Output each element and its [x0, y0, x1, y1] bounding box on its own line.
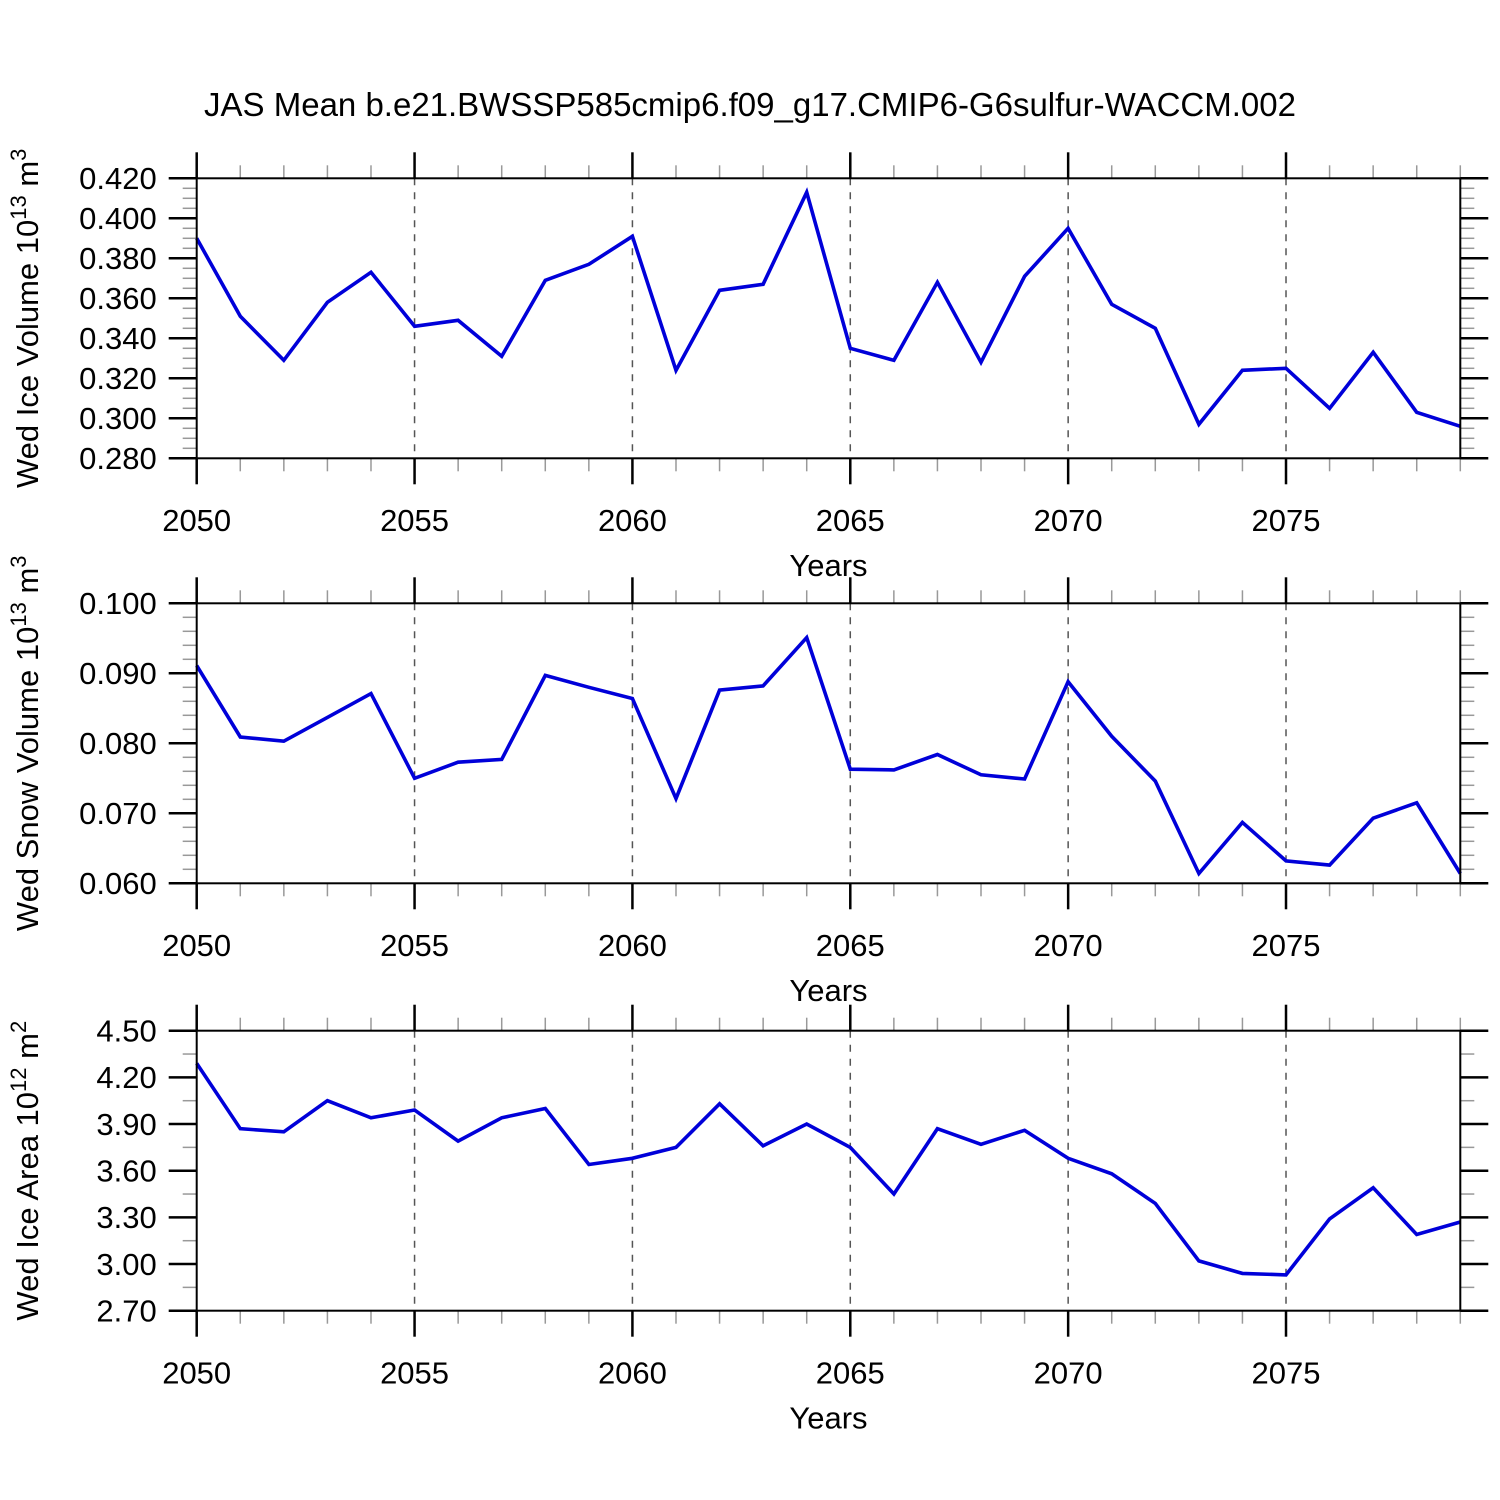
plot-border	[195, 1029, 1462, 1312]
plot-border	[195, 177, 1462, 460]
x-tick-label: 2070	[1034, 928, 1103, 963]
panel-ice-volume: 0.420 0.400 0.380 0.360 0.340 0.320 0.300 0.280…	[6, 149, 1489, 583]
y-tick-label: 0.360	[79, 281, 157, 316]
x-axis-title: Years	[789, 973, 867, 1008]
x-tick-label: 2060	[598, 503, 667, 538]
x-tick-label: 2050	[162, 928, 231, 963]
chart-title: JAS Mean b.e21.BWSSP585cmip6.f09_g17.CMI…	[204, 86, 1296, 123]
y-tick-label: 0.060	[79, 866, 157, 901]
x-tick-label: 2065	[816, 928, 885, 963]
y-tick-label: 0.320	[79, 361, 157, 396]
x-tick-label: 2070	[1034, 503, 1103, 538]
y-tick-label: 0.400	[79, 201, 157, 236]
x-tick-label: 2055	[380, 928, 449, 963]
x-tick-label: 2065	[816, 1356, 885, 1391]
x-tick-label: 2065	[816, 503, 885, 538]
y-tick-label: 0.100	[79, 586, 157, 621]
y-tick-label: 0.420	[79, 161, 157, 196]
y-tick-label: 0.080	[79, 726, 157, 761]
x-axis-title: Years	[789, 548, 867, 583]
y-tick-label: 4.20	[96, 1060, 156, 1095]
x-tick-label: 2050	[162, 503, 231, 538]
x-tick-label: 2075	[1252, 503, 1321, 538]
y-tick-label: 3.30	[96, 1200, 156, 1235]
y-axis-title: Wed Ice Volume 1013 m3	[6, 149, 45, 488]
y-tick-label: 0.300	[79, 401, 157, 436]
y-axis-title: Wed Ice Area 1012 m2	[6, 1021, 45, 1321]
y-axis-title: Wed Snow Volume 1013 m3	[6, 555, 45, 931]
y-tick-label: 3.00	[96, 1247, 156, 1282]
x-tick-label: 2050	[162, 1356, 231, 1391]
y-tick-label: 0.380	[79, 241, 157, 276]
y-tick-label: 0.090	[79, 656, 157, 691]
y-tick-label: 0.070	[79, 796, 157, 831]
data-line	[195, 187, 1461, 429]
y-tick-label: 3.60	[96, 1154, 156, 1189]
x-tick-label: 2060	[598, 928, 667, 963]
y-tick-label: 2.70	[96, 1294, 156, 1329]
x-tick-label: 2055	[380, 1356, 449, 1391]
data-line	[195, 1062, 1461, 1277]
x-tick-label: 2060	[598, 1356, 667, 1391]
y-tick-label: 4.50	[96, 1014, 156, 1049]
x-tick-label: 2075	[1252, 928, 1321, 963]
y-tick-label: 0.280	[79, 441, 157, 476]
plot-border	[195, 602, 1462, 885]
x-tick-label: 2075	[1252, 1356, 1321, 1391]
y-tick-label: 0.340	[79, 321, 157, 356]
x-tick-label: 2055	[380, 503, 449, 538]
data-line	[195, 634, 1462, 877]
y-tick-label: 3.90	[96, 1107, 156, 1142]
x-tick-label: 2070	[1034, 1356, 1103, 1391]
x-axis-title: Years	[789, 1401, 867, 1436]
